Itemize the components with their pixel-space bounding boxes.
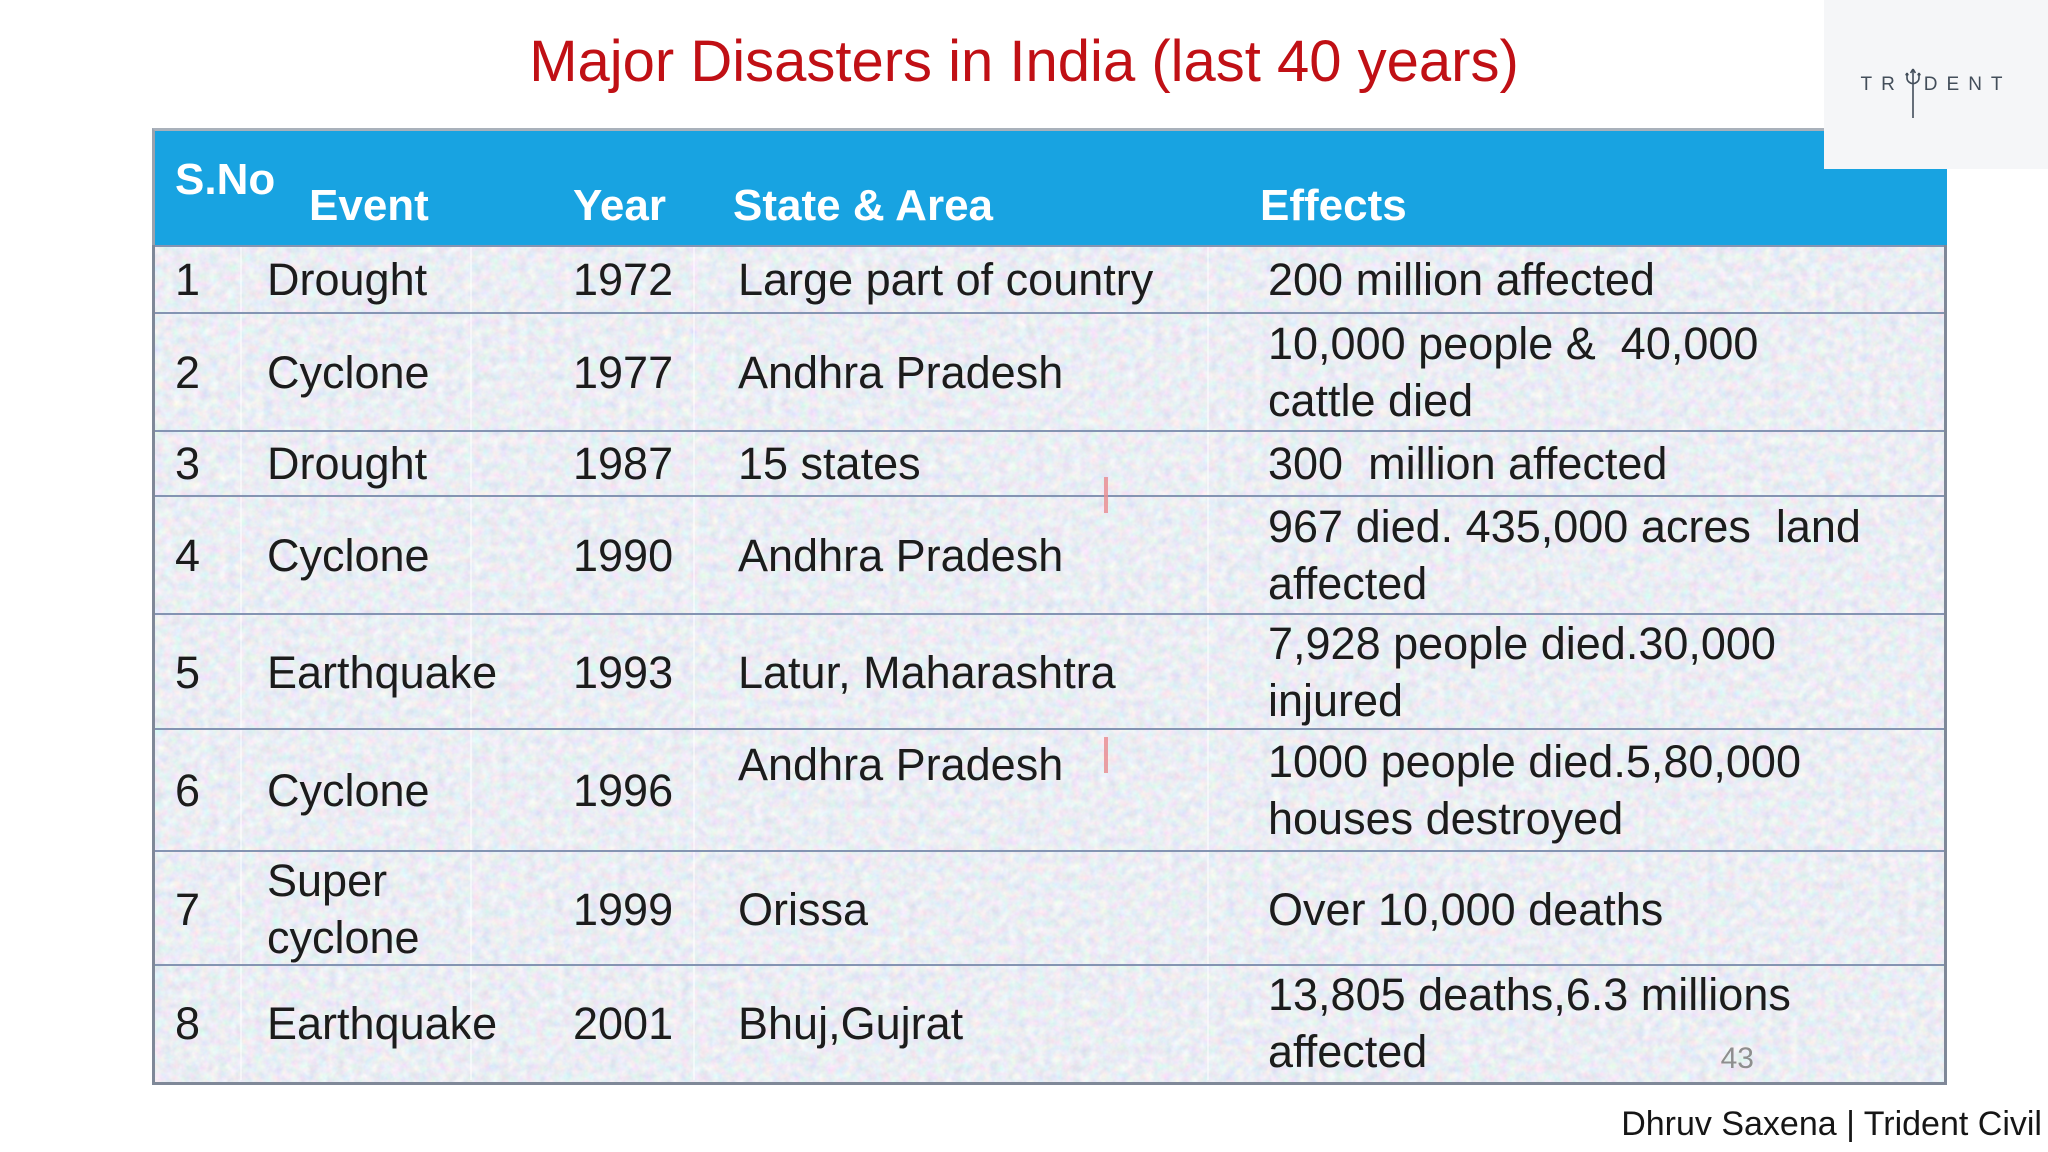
texture-noise — [155, 245, 1944, 1082]
cell-year: 1993 — [470, 615, 693, 729]
cell-event: Earthquake — [240, 615, 497, 729]
page-number: 43 — [1720, 1042, 1754, 1075]
cell-state: 15 states — [693, 432, 1207, 495]
cell-sno: 5 — [175, 646, 201, 698]
cell-year: 1999 — [470, 852, 693, 966]
cell-effects: 300 million affected — [1207, 432, 1944, 495]
cell-event: Cyclone — [240, 314, 470, 430]
cursor-artifact — [1104, 477, 1108, 513]
header-cell-year: Year — [573, 181, 666, 230]
table-row: 7 Super cyclone 1999 Orissa Over 10,000 … — [155, 850, 1944, 966]
cell-year: 1987 — [470, 432, 693, 495]
table-row: 5 Earthquake 1993 Latur, Maharashtra 7,9… — [155, 613, 1944, 729]
cell-sno: 8 — [175, 997, 201, 1049]
cell-year: 1990 — [470, 497, 693, 613]
cell-sno: 7 — [175, 883, 201, 935]
cell-event: Super cyclone — [240, 852, 470, 966]
cell-state: Large part of country — [693, 247, 1207, 312]
trident-logo: TR DENT — [1860, 51, 2011, 119]
cell-state: Andhra Pradesh — [693, 314, 1207, 430]
cell-sno: 1 — [175, 254, 201, 305]
cell-event: Cyclone — [240, 730, 470, 850]
cell-year: 2001 — [470, 966, 693, 1080]
cell-state: Bhuj,Gujrat — [693, 966, 1207, 1080]
header-cell-sno: S.No — [175, 155, 276, 204]
footer-credit: Dhruv Saxena | Trident Civil — [1621, 1105, 2042, 1143]
cell-sno: 3 — [175, 438, 201, 489]
table-row: 6 Cyclone 1996 Andhra Pradesh 1000 peopl… — [155, 728, 1944, 850]
cell-event: Drought — [240, 247, 470, 312]
cell-event: Earthquake — [240, 966, 497, 1080]
header-cell-effects: Effects — [1260, 181, 1407, 230]
page-title: Major Disasters in India (last 40 years) — [529, 29, 1519, 94]
cell-effects: 10,000 people & 40,000 cattle died — [1207, 314, 1944, 430]
table-row: 2 Cyclone 1977 Andhra Pradesh 10,000 peo… — [155, 312, 1944, 430]
cell-state: Orissa — [693, 852, 1207, 966]
header-cell-state: State & Area — [733, 181, 994, 230]
logo-text-post: DENT — [1923, 73, 2012, 95]
table-row: 4 Cyclone 1990 Andhra Pradesh 967 died. … — [155, 495, 1944, 613]
table-row: 8 Earthquake 2001 Bhuj,Gujrat 13,805 dea… — [155, 964, 1944, 1080]
cell-effects: 13,805 deaths,6.3 millions affected — [1207, 966, 1944, 1080]
cursor-artifact — [1104, 737, 1108, 773]
cell-state: Andhra Pradesh — [693, 730, 1207, 850]
table-row: 1 Drought 1972 Large part of country 200… — [155, 245, 1944, 312]
disasters-table: S.No Event Year State & Area Effects 1 D… — [152, 128, 1947, 1085]
table-row: 3 Drought 1987 15 states 300 million aff… — [155, 430, 1944, 495]
cell-event: Cyclone — [240, 497, 470, 613]
cell-sno: 2 — [175, 346, 201, 398]
cell-effects: 1000 people died.5,80,000 houses destroy… — [1207, 730, 1944, 850]
table-header-row: S.No Event Year State & Area Effects — [152, 128, 1947, 245]
cell-event: Drought — [240, 432, 470, 495]
trident-icon — [1904, 68, 1921, 118]
table-body: 1 Drought 1972 Large part of country 200… — [152, 245, 1947, 1085]
cell-sno: 4 — [175, 529, 201, 581]
cell-effects: 967 died. 435,000 acres land affected — [1207, 497, 1944, 613]
cell-effects: 200 million affected — [1207, 247, 1944, 312]
cell-year: 1972 — [470, 247, 693, 312]
cell-year: 1996 — [470, 730, 693, 850]
trident-logo-box: TR DENT — [1824, 0, 2048, 169]
cell-effects: Over 10,000 deaths — [1207, 852, 1944, 966]
cell-sno: 6 — [175, 764, 201, 816]
cell-state: Andhra Pradesh — [693, 497, 1207, 613]
cell-effects: 7,928 people died.30,000 injured — [1207, 615, 1944, 729]
cell-year: 1977 — [470, 314, 693, 430]
logo-text-pre: TR — [1860, 73, 1904, 95]
cell-state: Latur, Maharashtra — [693, 615, 1207, 729]
header-cell-event: Event — [309, 181, 429, 230]
